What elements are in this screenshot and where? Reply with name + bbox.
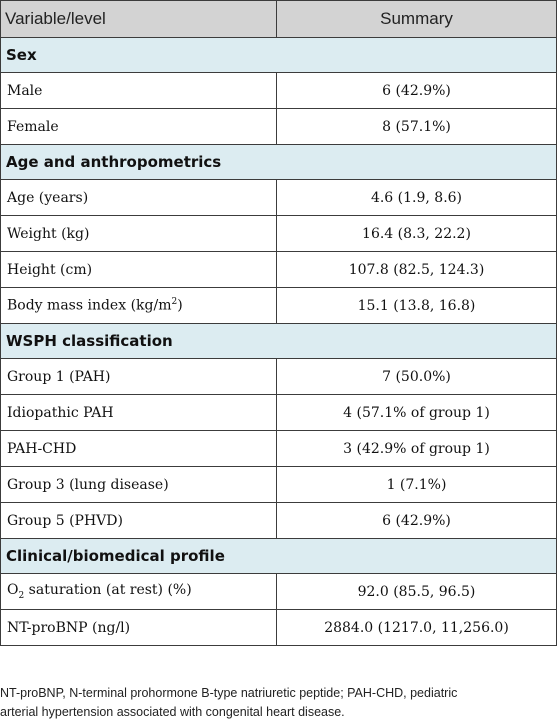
table-row: PAH-CHD 3 (42.9% of group 1) <box>0 430 557 467</box>
row-value: 6 (42.9%) <box>276 502 557 539</box>
row-value: 6 (42.9%) <box>276 72 557 109</box>
row-label-suffix: saturation (at rest) (%) <box>24 582 192 599</box>
section-row: Sex <box>0 37 557 73</box>
table-row: Group 5 (PHVD) 6 (42.9%) <box>0 502 557 539</box>
row-label-suffix: ) <box>177 297 183 314</box>
row-label: Body mass index (kg/m2) <box>0 287 277 324</box>
section-row: WSPH classification <box>0 323 557 359</box>
section-row: Age and anthropometrics <box>0 144 557 180</box>
row-label: Age (years) <box>0 179 277 216</box>
row-label: O2 saturation (at rest) (%) <box>0 573 277 610</box>
row-label: PAH-CHD <box>0 430 277 467</box>
table-row: NT-proBNP (ng/l) 2884.0 (1217.0, 11,256.… <box>0 609 557 646</box>
row-label: Idiopathic PAH <box>0 394 277 431</box>
row-label: Group 5 (PHVD) <box>0 502 277 539</box>
table-row: Group 1 (PAH) 7 (50.0%) <box>0 358 557 395</box>
header-summary: Summary <box>276 0 557 38</box>
table-row: Idiopathic PAH 4 (57.1% of group 1) <box>0 394 557 431</box>
row-label: Group 3 (lung disease) <box>0 466 277 503</box>
table-row: Male 6 (42.9%) <box>0 72 557 109</box>
row-label: NT-proBNP (ng/l) <box>0 609 277 646</box>
row-value: 15.1 (13.8, 16.8) <box>276 287 557 324</box>
row-value: 107.8 (82.5, 124.3) <box>276 251 557 288</box>
section-title: Clinical/biomedical profile <box>0 538 557 574</box>
table-row: Female 8 (57.1%) <box>0 108 557 145</box>
table-row: O2 saturation (at rest) (%) 92.0 (85.5, … <box>0 573 557 610</box>
section-title: Sex <box>0 37 557 73</box>
row-label-superscript: 2 <box>171 297 178 308</box>
header-variable: Variable/level <box>0 0 277 38</box>
table-footnote: NT-proBNP, N-terminal prohormone B-type … <box>0 684 556 722</box>
footnote-line-1: NT-proBNP, N-terminal prohormone B-type … <box>0 686 458 700</box>
row-value: 4.6 (1.9, 8.6) <box>276 179 557 216</box>
row-value: 7 (50.0%) <box>276 358 557 395</box>
row-label-text: O <box>7 582 19 599</box>
section-row: Clinical/biomedical profile <box>0 538 557 574</box>
row-label: Group 1 (PAH) <box>0 358 277 395</box>
row-label: Female <box>0 108 277 145</box>
table-header-row: Variable/level Summary <box>0 0 557 38</box>
row-value: 16.4 (8.3, 22.2) <box>276 215 557 252</box>
row-label-subscript: 2 <box>18 590 25 601</box>
table-row: Body mass index (kg/m2) 15.1 (13.8, 16.8… <box>0 287 557 324</box>
row-value: 2884.0 (1217.0, 11,256.0) <box>276 609 557 646</box>
summary-table-container: Variable/level Summary Sex Male 6 (42.9%… <box>0 0 557 646</box>
row-label: Height (cm) <box>0 251 277 288</box>
row-label: Male <box>0 72 277 109</box>
row-value: 1 (7.1%) <box>276 466 557 503</box>
row-value: 92.0 (85.5, 96.5) <box>276 573 557 610</box>
row-value: 4 (57.1% of group 1) <box>276 394 557 431</box>
table-row: Weight (kg) 16.4 (8.3, 22.2) <box>0 215 557 252</box>
table-row: Group 3 (lung disease) 1 (7.1%) <box>0 466 557 503</box>
row-label-text: Body mass index (kg/m <box>7 297 172 314</box>
table-row: Height (cm) 107.8 (82.5, 124.3) <box>0 251 557 288</box>
footnote-line-2: arterial hypertension associated with co… <box>0 705 345 719</box>
summary-table: Variable/level Summary Sex Male 6 (42.9%… <box>0 0 557 646</box>
section-title: WSPH classification <box>0 323 557 359</box>
table-row: Age (years) 4.6 (1.9, 8.6) <box>0 179 557 216</box>
row-value: 3 (42.9% of group 1) <box>276 430 557 467</box>
section-title: Age and anthropometrics <box>0 144 557 180</box>
row-label: Weight (kg) <box>0 215 277 252</box>
row-value: 8 (57.1%) <box>276 108 557 145</box>
